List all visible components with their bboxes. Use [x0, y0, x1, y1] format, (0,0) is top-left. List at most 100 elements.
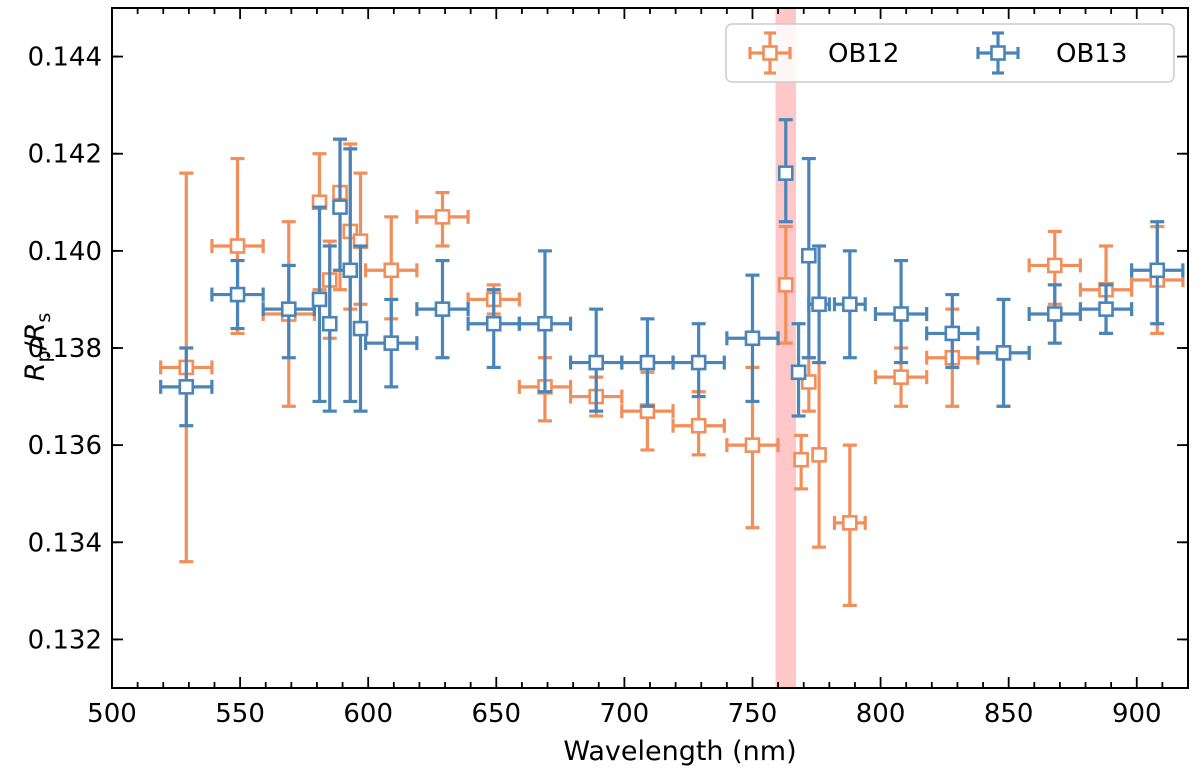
y-axis-label-sub-s: s — [33, 313, 55, 323]
data-point — [811, 360, 827, 549]
y-tick-label: 0.134 — [28, 528, 102, 558]
data-point — [620, 317, 675, 408]
point-marker — [811, 296, 827, 313]
data-point — [801, 356, 817, 413]
point-marker — [1149, 262, 1166, 279]
telluric-band — [775, 8, 797, 688]
data-point — [415, 190, 470, 248]
legend-entry: OB12 — [748, 31, 899, 75]
point-marker — [434, 209, 451, 225]
data-point — [1027, 283, 1083, 345]
data-point — [210, 258, 265, 331]
point-marker — [690, 417, 707, 434]
legend: OB12 OB13 — [725, 23, 1175, 83]
highlight-band-layer — [775, 8, 797, 688]
data-point — [159, 346, 214, 428]
data-point — [352, 244, 369, 413]
legend-marker — [990, 45, 1006, 61]
data-point — [801, 156, 817, 360]
data-point — [873, 258, 929, 365]
legend-box — [725, 23, 1175, 83]
point-marker — [537, 315, 553, 332]
data-point — [1130, 220, 1185, 326]
data-point — [415, 258, 470, 360]
y-tick-label: 0.136 — [28, 431, 102, 461]
point-marker — [744, 437, 761, 453]
data-point — [777, 118, 794, 224]
data-point — [321, 244, 338, 413]
point-marker — [944, 325, 961, 342]
point-marker — [485, 315, 502, 332]
point-marker — [352, 320, 369, 337]
data-point — [925, 292, 980, 370]
point-marker — [893, 306, 909, 322]
data-point — [807, 244, 831, 365]
data-point — [777, 224, 794, 345]
y-axis-label-slash: / — [20, 340, 51, 350]
point-marker — [995, 345, 1012, 361]
data-point — [517, 249, 573, 394]
data-point — [976, 297, 1031, 408]
data-point — [790, 322, 807, 418]
point-marker — [842, 515, 858, 531]
point-marker — [332, 199, 348, 215]
x-axis-label: Wavelength (nm) — [563, 736, 796, 767]
point-marker — [342, 262, 359, 279]
y-tick-label: 0.142 — [28, 140, 102, 170]
x-tick-label: 600 — [343, 699, 393, 729]
point-marker — [588, 354, 605, 371]
y-axis-label: Rp/Rs — [20, 313, 55, 382]
y-axis-label-r1: R — [20, 363, 51, 382]
point-marker — [801, 247, 817, 264]
point-marker — [1046, 306, 1063, 322]
legend-entry: OB13 — [976, 31, 1127, 75]
data-point — [261, 263, 316, 360]
y-tick-label: 0.140 — [28, 237, 102, 267]
y-axis-label-sub-p: p — [33, 350, 55, 362]
point-marker — [383, 335, 400, 351]
x-tick-label: 800 — [856, 699, 906, 729]
data-point — [364, 297, 419, 389]
point-marker — [690, 354, 707, 371]
data-point — [311, 205, 328, 404]
point-marker — [229, 238, 246, 254]
series-layer — [159, 118, 1185, 608]
data-point — [1078, 283, 1134, 336]
data-point — [832, 443, 867, 608]
data-point — [832, 249, 867, 360]
point-marker — [311, 291, 328, 308]
x-tick-label: 900 — [1112, 699, 1162, 729]
legend-marker — [762, 45, 778, 61]
point-marker — [790, 364, 807, 381]
data-point — [793, 433, 809, 491]
point-marker — [811, 447, 827, 463]
series-ob12 — [159, 137, 1185, 608]
axes-frame — [111, 7, 1189, 689]
x-tick-label: 550 — [215, 699, 265, 729]
point-marker — [1098, 301, 1114, 317]
point-marker — [744, 330, 761, 347]
data-point — [671, 322, 726, 399]
legend-label: OB12 — [828, 39, 899, 69]
x-tick-label: 850 — [984, 699, 1034, 729]
legend-label: OB13 — [1056, 39, 1127, 69]
series-ob13 — [159, 118, 1185, 428]
y-axis-label-r2: R — [20, 323, 51, 342]
point-marker — [777, 165, 794, 181]
point-marker — [321, 315, 338, 332]
y-tick-label: 0.144 — [28, 43, 102, 73]
x-tick-label: 700 — [600, 699, 650, 729]
data-point — [332, 137, 348, 272]
point-marker — [383, 262, 400, 279]
point-marker — [229, 286, 246, 303]
point-marker — [434, 301, 451, 317]
data-point — [466, 288, 521, 370]
point-marker — [1046, 257, 1063, 274]
point-marker — [777, 277, 794, 293]
data-point — [725, 273, 780, 404]
point-marker — [280, 301, 297, 317]
point-marker — [893, 369, 909, 385]
tick-layer: 500 550 600 650 700 750 800 850 900 0.132 0.134 0.1… — [28, 8, 1188, 729]
plot-frame — [111, 7, 1189, 689]
